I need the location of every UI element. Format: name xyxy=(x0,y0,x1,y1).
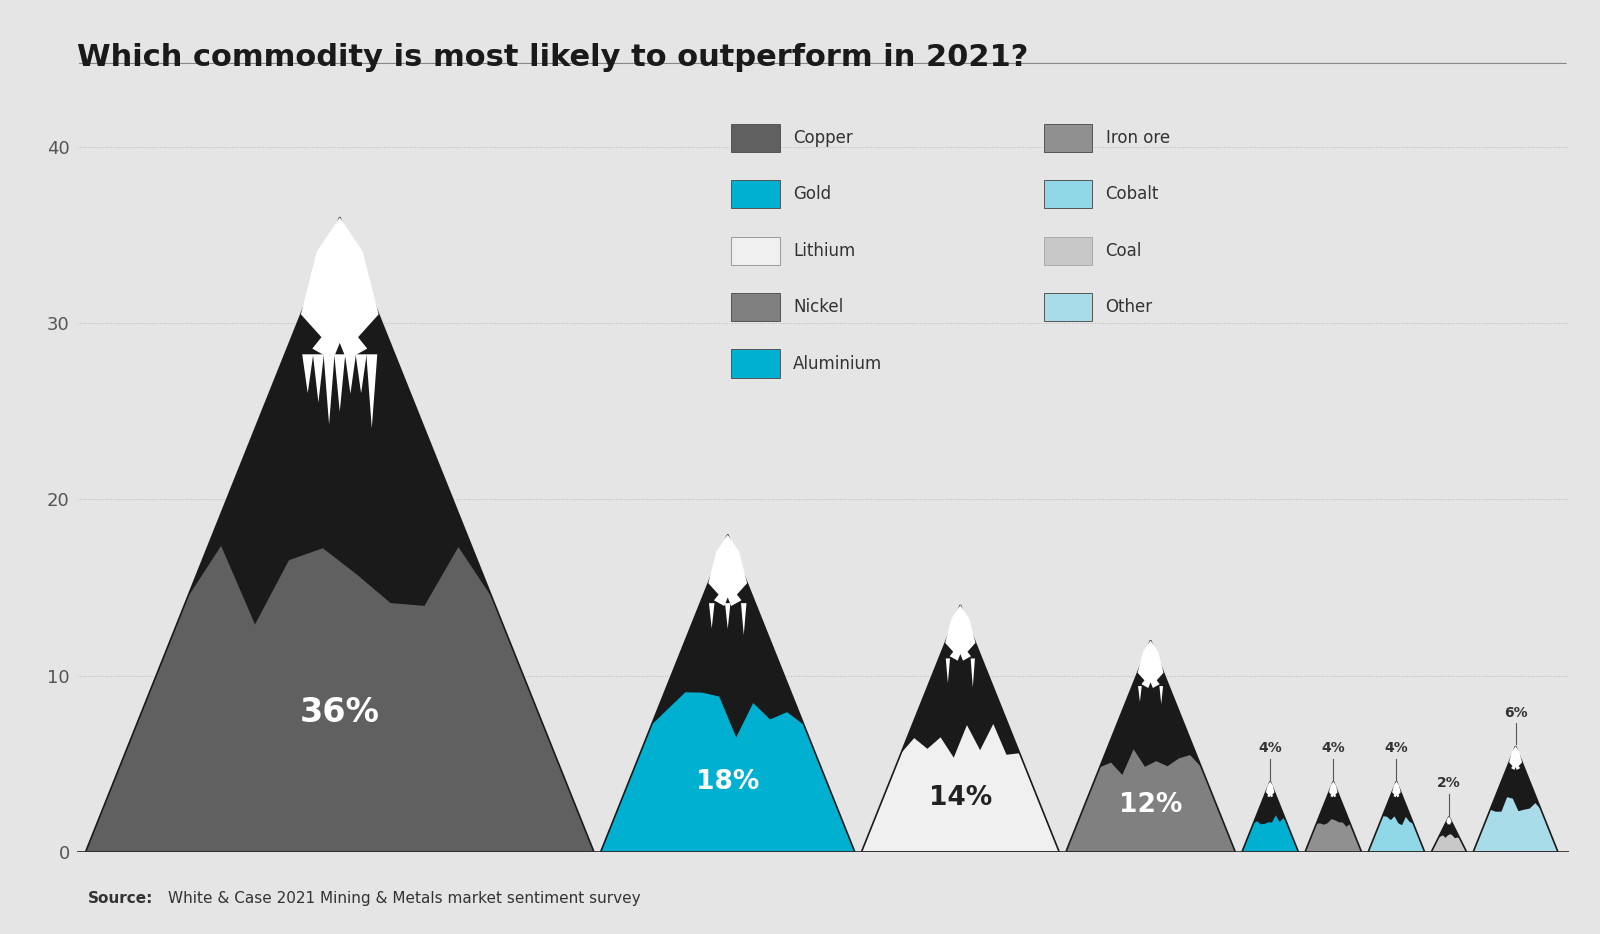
Polygon shape xyxy=(709,603,715,629)
Text: Gold: Gold xyxy=(794,185,832,204)
Polygon shape xyxy=(302,354,314,393)
Text: 36%: 36% xyxy=(299,696,379,729)
Text: Iron ore: Iron ore xyxy=(1106,129,1170,147)
Bar xyxy=(731,124,779,152)
Polygon shape xyxy=(1392,782,1400,798)
Bar xyxy=(1043,180,1093,208)
Polygon shape xyxy=(1432,816,1467,852)
Text: 4%: 4% xyxy=(1384,741,1408,755)
Text: Source:: Source: xyxy=(88,891,154,906)
Polygon shape xyxy=(1242,782,1299,852)
Text: Lithium: Lithium xyxy=(794,242,856,260)
Polygon shape xyxy=(1509,746,1522,770)
Polygon shape xyxy=(1490,746,1541,812)
Polygon shape xyxy=(861,605,1059,852)
Text: 4%: 4% xyxy=(1258,741,1282,755)
Bar xyxy=(731,349,779,377)
Polygon shape xyxy=(355,354,366,393)
Polygon shape xyxy=(651,534,805,738)
Text: 14%: 14% xyxy=(928,785,992,811)
Text: Cobalt: Cobalt xyxy=(1106,185,1158,204)
Text: 6%: 6% xyxy=(1504,706,1528,720)
Polygon shape xyxy=(1099,641,1202,775)
Polygon shape xyxy=(1306,782,1362,852)
Polygon shape xyxy=(946,605,976,660)
Bar xyxy=(1043,293,1093,321)
Polygon shape xyxy=(725,603,731,629)
Polygon shape xyxy=(741,603,747,635)
Polygon shape xyxy=(346,354,355,394)
Text: Which commodity is most likely to outperform in 2021?: Which commodity is most likely to outper… xyxy=(77,43,1029,72)
Text: White & Case 2021 Mining & Metals market sentiment survey: White & Case 2021 Mining & Metals market… xyxy=(168,891,640,906)
Polygon shape xyxy=(314,354,323,403)
Polygon shape xyxy=(1138,641,1163,688)
Polygon shape xyxy=(323,354,334,424)
Polygon shape xyxy=(901,605,1019,757)
Polygon shape xyxy=(1160,686,1163,704)
Text: Coal: Coal xyxy=(1106,242,1142,260)
Text: 4%: 4% xyxy=(1322,741,1346,755)
Polygon shape xyxy=(971,658,974,687)
Polygon shape xyxy=(946,658,950,683)
Polygon shape xyxy=(187,218,493,625)
Polygon shape xyxy=(1330,782,1338,798)
Text: 2%: 2% xyxy=(1437,776,1461,790)
Text: Aluminium: Aluminium xyxy=(794,355,883,373)
Polygon shape xyxy=(600,534,854,852)
Polygon shape xyxy=(709,534,747,606)
Polygon shape xyxy=(334,354,346,412)
Text: 12%: 12% xyxy=(1118,792,1182,818)
Bar xyxy=(731,180,779,208)
Polygon shape xyxy=(1368,782,1424,852)
Text: 18%: 18% xyxy=(696,769,760,795)
Polygon shape xyxy=(301,218,379,360)
Polygon shape xyxy=(1253,782,1286,825)
Polygon shape xyxy=(1438,816,1459,838)
Polygon shape xyxy=(1066,641,1235,852)
Text: Copper: Copper xyxy=(794,129,853,147)
Bar xyxy=(1043,124,1093,152)
Polygon shape xyxy=(1317,782,1350,827)
Bar xyxy=(731,293,779,321)
Polygon shape xyxy=(1266,782,1275,798)
Polygon shape xyxy=(1379,782,1413,826)
Polygon shape xyxy=(1474,746,1558,852)
Text: Nickel: Nickel xyxy=(794,298,843,316)
Polygon shape xyxy=(366,354,378,428)
Bar xyxy=(1043,236,1093,265)
Bar xyxy=(731,236,779,265)
Polygon shape xyxy=(85,218,594,852)
Polygon shape xyxy=(1138,686,1142,702)
Text: Other: Other xyxy=(1106,298,1152,316)
Polygon shape xyxy=(1446,816,1451,825)
